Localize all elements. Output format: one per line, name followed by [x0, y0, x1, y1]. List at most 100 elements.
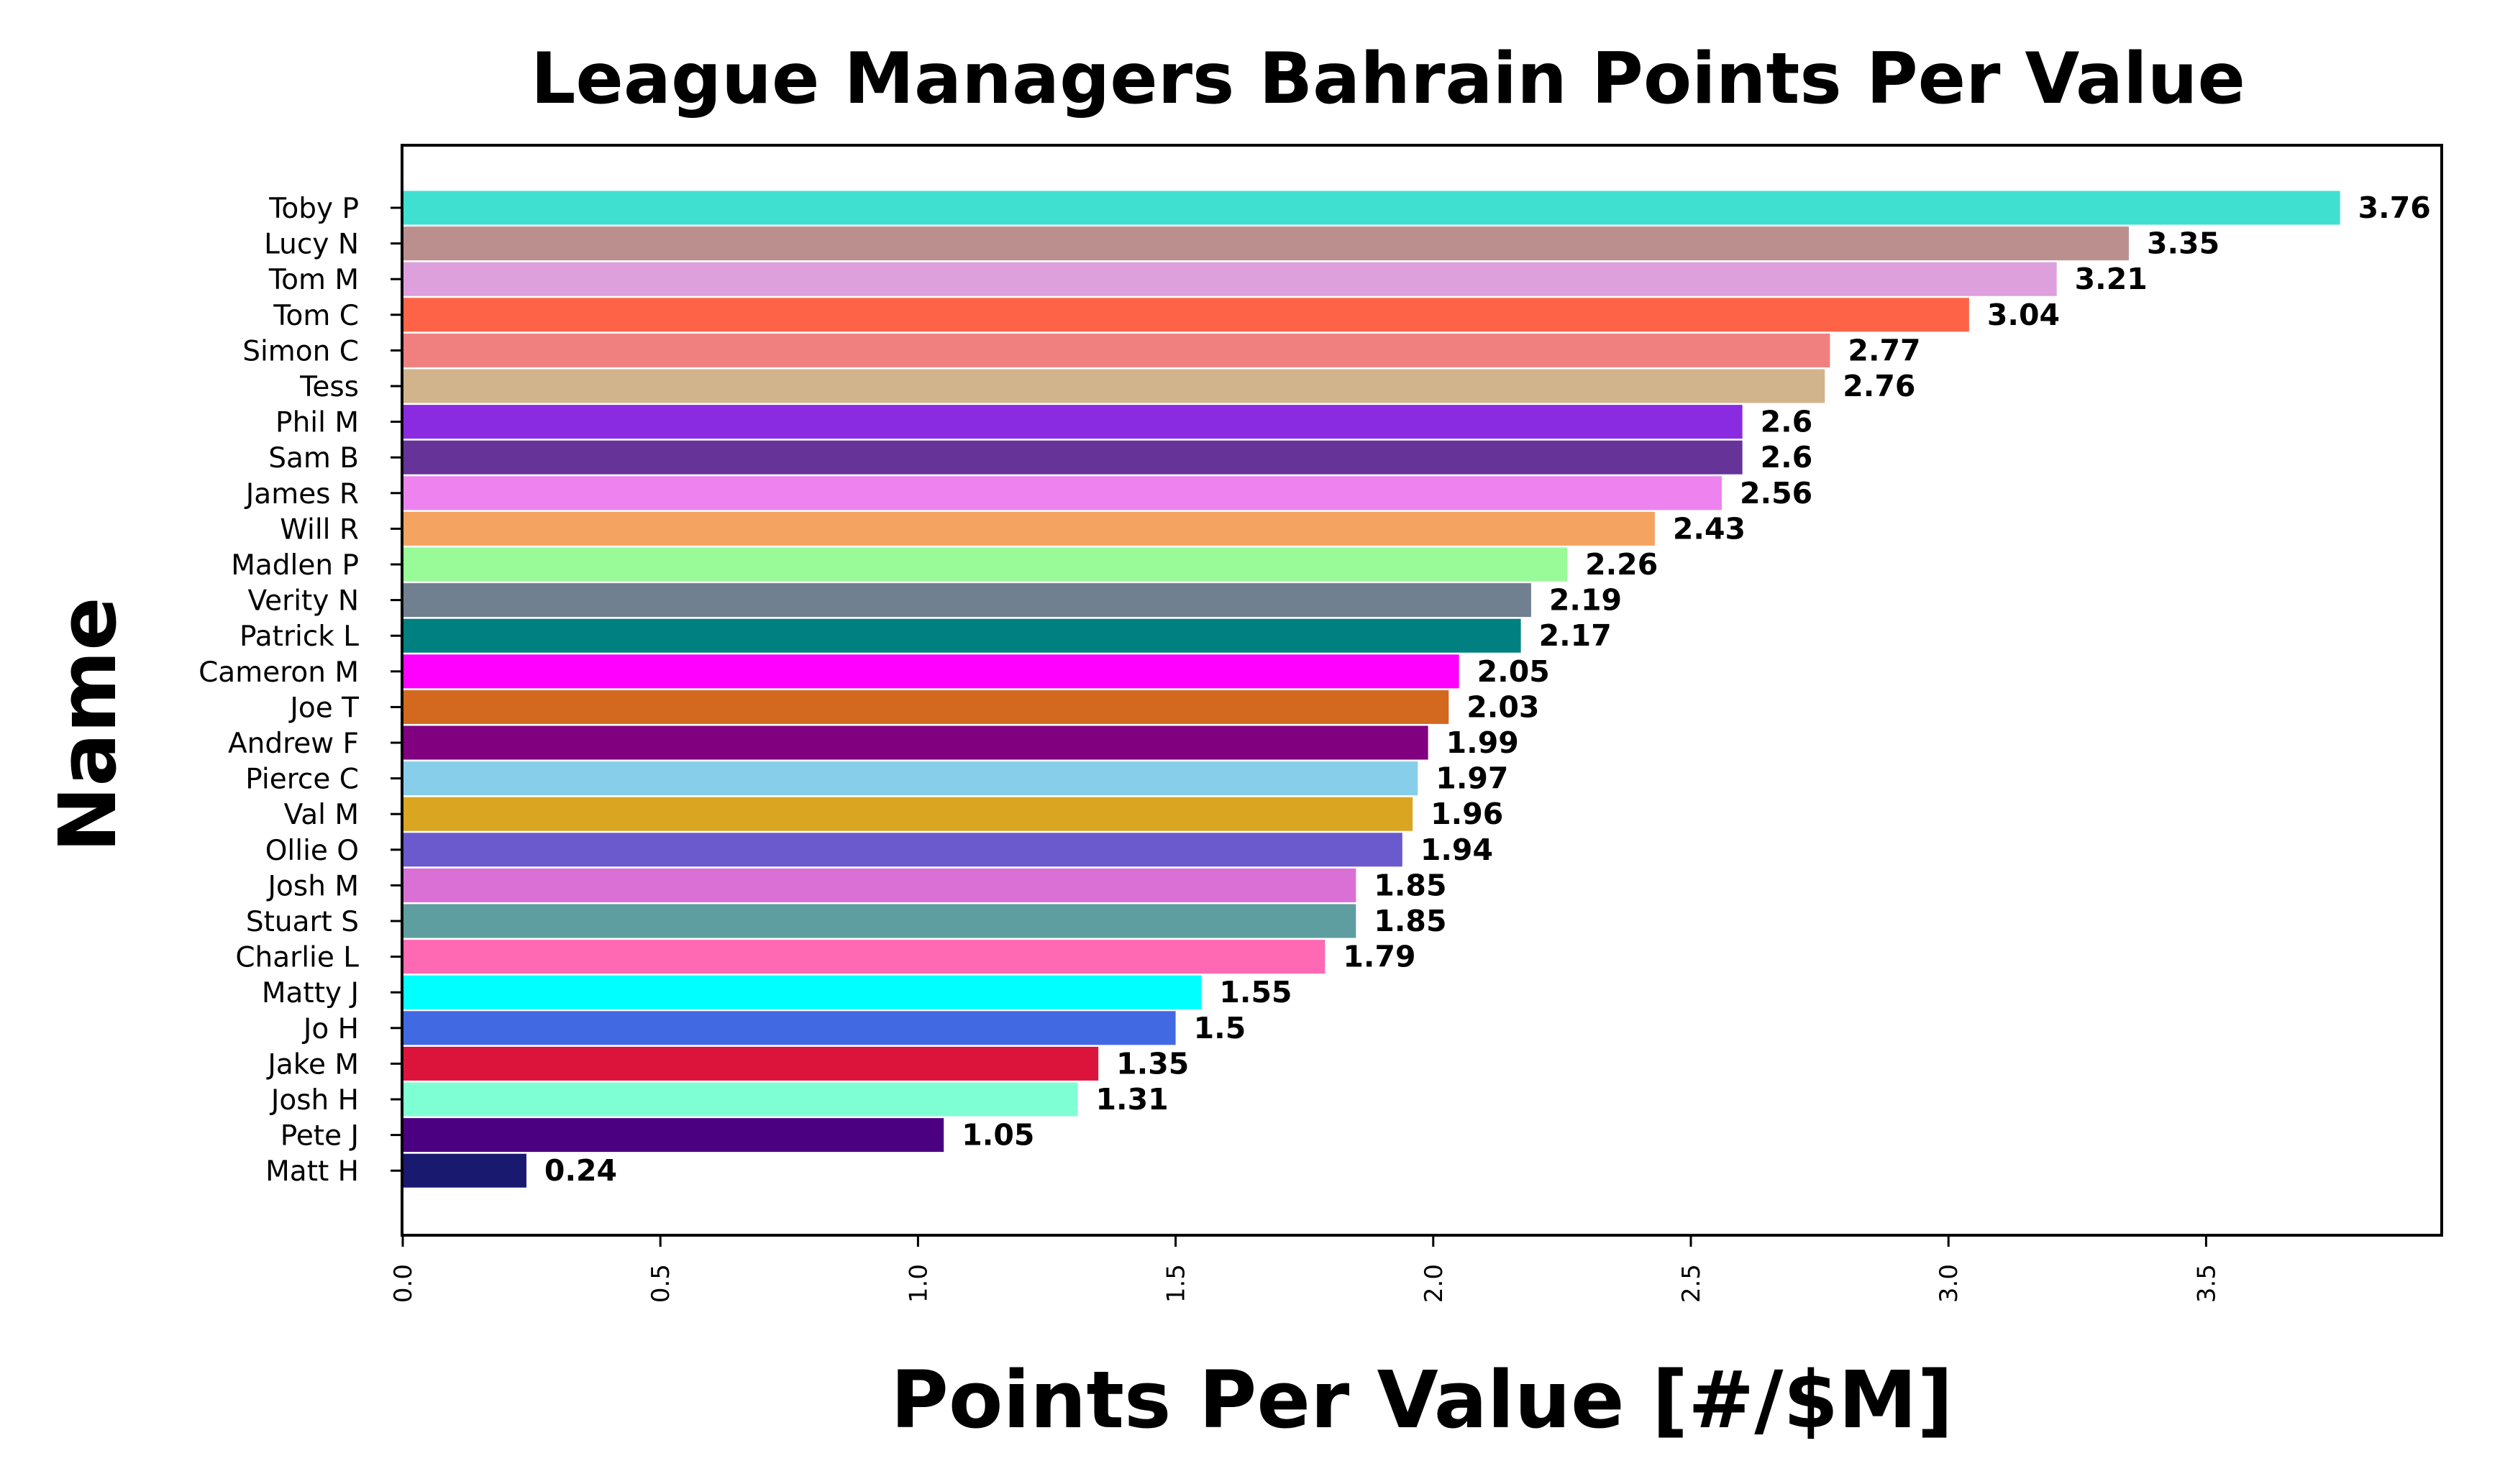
data-label-cameron-m: 2.05 [1477, 654, 1550, 689]
y-tick-label-andrew-f: Andrew F [228, 728, 359, 760]
bar-ollie-o [403, 833, 1402, 867]
data-label-verity-n: 2.19 [1549, 583, 1622, 618]
data-label-sam-b: 2.6 [1761, 440, 1813, 475]
data-label-stuart-s: 1.85 [1374, 904, 1446, 938]
y-tick-label-ollie-o: Ollie O [265, 835, 359, 867]
y-tick-label-josh-m: Josh M [266, 870, 359, 902]
bar-tom-m [403, 262, 2057, 296]
x-tick-label-4: 2.0 [1420, 1264, 1448, 1303]
y-tick-label-charlie-l: Charlie L [235, 942, 359, 974]
bar-pete-j [403, 1118, 944, 1153]
data-label-toby-p: 3.76 [2358, 191, 2431, 225]
bar-josh-h [403, 1082, 1078, 1117]
data-label-charlie-l: 1.79 [1343, 940, 1415, 974]
bar-patrick-l [403, 618, 1521, 653]
bar-verity-n [403, 583, 1531, 618]
data-label-val-m: 1.96 [1431, 797, 1503, 831]
x-tick-label-0: 0.0 [389, 1264, 418, 1303]
data-label-andrew-f: 1.99 [1446, 725, 1519, 760]
y-tick-label-sam-b: Sam B [268, 442, 359, 475]
bar-tom-c [403, 298, 1969, 332]
bar-val-m [403, 797, 1413, 831]
data-label-josh-m: 1.85 [1374, 868, 1446, 902]
bar-matt-h [403, 1153, 526, 1188]
x-tick-label-5: 2.5 [1677, 1264, 1706, 1303]
y-tick-label-lucy-n: Lucy N [264, 229, 359, 261]
bar-andrew-f [403, 725, 1428, 760]
data-label-simon-c: 2.77 [1848, 333, 1920, 367]
bar-charlie-l [403, 940, 1325, 974]
bar-madlen-p [403, 547, 1568, 582]
y-tick-label-jo-h: Jo H [301, 1013, 359, 1045]
data-label-phil-m: 2.6 [1761, 405, 1813, 439]
y-tick-label-josh-h: Josh H [269, 1084, 359, 1117]
bar-joe-t [403, 690, 1449, 724]
bar-jake-m [403, 1046, 1099, 1081]
y-tick-label-patrick-l: Patrick L [239, 620, 359, 653]
data-label-matt-h: 0.24 [544, 1153, 617, 1188]
y-tick-label-tom-c: Tom C [273, 300, 359, 332]
y-tick-label-val-m: Val M [284, 799, 359, 831]
bar-jo-h [403, 1011, 1176, 1045]
bar-pierce-c [403, 761, 1418, 796]
bar-james-r [403, 476, 1722, 510]
data-label-tess: 2.76 [1843, 369, 1915, 403]
bars-layer [403, 191, 2340, 1188]
data-label-pete-j: 1.05 [962, 1118, 1034, 1153]
data-label-matty-j: 1.55 [1219, 975, 1292, 1009]
y-tick-label-matt-h: Matt H [265, 1155, 359, 1188]
y-tick-label-matty-j: Matty J [262, 977, 359, 1009]
bar-josh-m [403, 868, 1356, 902]
bar-matty-j [403, 975, 1202, 1009]
bar-cameron-m [403, 654, 1459, 689]
bar-sam-b [403, 440, 1743, 475]
x-axis-title: Points Per Value [#/$M] [890, 1354, 1953, 1446]
x-axis: 0.0 0.5 1.0 1.5 2.0 2.5 3.0 3.5 [389, 1235, 2221, 1303]
data-label-pierce-c: 1.97 [1436, 761, 1508, 796]
x-tick-label-7: 3.5 [2192, 1264, 2221, 1303]
bar-will-r [403, 511, 1655, 546]
y-tick-label-pete-j: Pete J [280, 1120, 359, 1153]
data-label-will-r: 2.43 [1673, 511, 1746, 546]
y-tick-label-cameron-m: Cameron M [199, 656, 359, 689]
y-tick-label-tom-m: Tom M [268, 264, 359, 296]
bar-toby-p [403, 191, 2340, 225]
data-label-patrick-l: 2.17 [1539, 618, 1612, 653]
data-label-madlen-p: 2.26 [1585, 547, 1658, 582]
y-tick-label-stuart-s: Stuart S [246, 906, 359, 938]
data-label-lucy-n: 3.35 [2147, 226, 2219, 261]
data-label-josh-h: 1.31 [1095, 1082, 1168, 1117]
y-tick-label-jake-m: Jake M [265, 1048, 359, 1081]
x-tick-label-2: 1.0 [904, 1264, 933, 1303]
y-tick-label-simon-c: Simon C [242, 335, 359, 367]
y-tick-label-joe-t: Joe T [288, 692, 359, 724]
data-label-jo-h: 1.5 [1194, 1011, 1246, 1045]
data-label-jake-m: 1.35 [1116, 1046, 1189, 1081]
y-axis-title: Name [42, 597, 134, 853]
data-labels-layer: 3.763.353.213.042.772.762.62.62.562.432.… [544, 191, 2431, 1188]
data-label-james-r: 2.56 [1740, 476, 1812, 510]
y-tick-label-toby-p: Toby P [268, 193, 359, 225]
y-tick-label-tess: Tess [299, 371, 359, 403]
bar-phil-m [403, 405, 1743, 439]
y-tick-label-madlen-p: Madlen P [231, 549, 359, 582]
bar-stuart-s [403, 904, 1356, 938]
x-tick-label-6: 3.0 [1935, 1264, 1963, 1303]
x-tick-label-1: 0.5 [647, 1264, 675, 1303]
data-label-tom-m: 3.21 [2075, 262, 2148, 296]
y-tick-label-will-r: Will R [280, 513, 359, 546]
y-tick-label-pierce-c: Pierce C [245, 764, 359, 796]
y-tick-label-james-r: James R [244, 478, 359, 510]
bar-tess [403, 369, 1825, 403]
bar-simon-c [403, 333, 1830, 367]
data-label-ollie-o: 1.94 [1420, 833, 1493, 867]
x-tick-label-3: 1.5 [1162, 1264, 1191, 1303]
plot-frame [401, 144, 2443, 1237]
data-label-tom-c: 3.04 [1987, 298, 2060, 332]
data-label-joe-t: 2.03 [1466, 690, 1539, 724]
chart-title: League Managers Bahrain Points Per Value [531, 38, 2245, 120]
y-tick-label-phil-m: Phil M [275, 407, 359, 439]
